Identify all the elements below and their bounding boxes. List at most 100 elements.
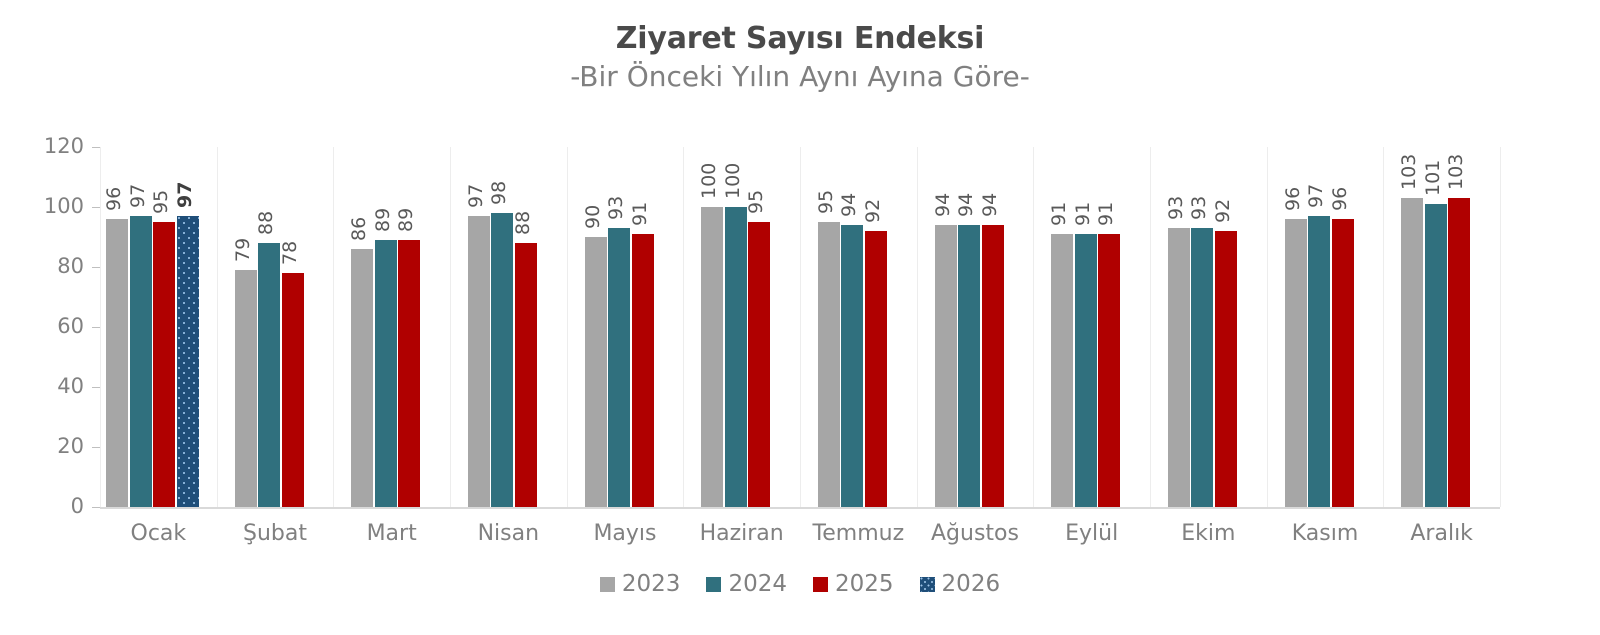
bar-mayıs-2024[interactable]: [608, 228, 630, 507]
bar-nisan-2024[interactable]: [491, 213, 514, 507]
bar-haziran-2023[interactable]: [701, 207, 724, 507]
bar-value-label: 88: [255, 210, 277, 235]
bar-value-label: 98: [488, 180, 511, 205]
bar-value-label: 94: [978, 192, 1001, 217]
bar-şubat-2024[interactable]: [258, 243, 280, 507]
y-tick-mark: [92, 447, 100, 448]
y-tick-mark: [92, 387, 100, 388]
bar-mart-2024[interactable]: [374, 240, 397, 507]
y-tick-mark: [92, 207, 100, 208]
category-separator: [333, 147, 335, 507]
bar-ocak-2023[interactable]: [106, 219, 129, 507]
bar-eylül-2023[interactable]: [1051, 234, 1074, 507]
bar-value-label: 94: [838, 192, 861, 217]
bar-ekim-2025[interactable]: [1214, 231, 1237, 507]
bar-ağustos-2023[interactable]: [934, 225, 957, 507]
bar-ocak-2026[interactable]: [176, 216, 199, 507]
category-separator: [1383, 147, 1385, 507]
y-tick-label: 100: [43, 194, 84, 218]
x-axis-label-mart: Mart: [366, 521, 417, 546]
x-axis-label-haziran: Haziran: [699, 521, 784, 546]
legend-label: 2024: [728, 571, 787, 597]
bar-haziran-2024[interactable]: [724, 207, 747, 507]
bar-mart-2025[interactable]: [398, 240, 421, 507]
bar-value-label: 97: [464, 183, 487, 208]
bar-temmuz-2024[interactable]: [841, 225, 864, 507]
bar-ekim-2024[interactable]: [1191, 228, 1214, 507]
bar-ekim-2023[interactable]: [1167, 228, 1190, 507]
bar-value-label: 93: [605, 195, 627, 220]
bar-nisan-2025[interactable]: [514, 243, 537, 507]
category-separator: [1266, 147, 1268, 507]
bar-kasım-2023[interactable]: [1284, 219, 1307, 507]
legend-item-2023[interactable]: 2023: [599, 571, 681, 597]
category-separator: [450, 147, 451, 507]
legend-item-2025[interactable]: 2025: [813, 573, 894, 596]
bar-şubat-2025[interactable]: [281, 273, 304, 507]
bar-value-label: 93: [1188, 195, 1211, 220]
bar-value-label: 79: [231, 237, 254, 262]
bar-temmuz-2025[interactable]: [864, 231, 887, 507]
chart-legend: 2023 2024 2025 2026: [0, 573, 1600, 596]
bar-eylül-2024[interactable]: [1074, 234, 1097, 507]
bar-value-label: 90: [581, 204, 604, 229]
bar-ağustos-2024[interactable]: [958, 225, 980, 507]
bar-haziran-2025[interactable]: [748, 222, 771, 507]
bar-value-label: 97: [1305, 183, 1327, 208]
category-separator: [100, 147, 101, 507]
legend-label: 2026: [941, 571, 1001, 597]
y-tick-label: 80: [57, 254, 84, 278]
bar-temmuz-2023[interactable]: [817, 222, 840, 507]
bar-kasım-2025[interactable]: [1331, 219, 1354, 507]
bar-ağustos-2025[interactable]: [981, 225, 1004, 507]
bar-ocak-2024[interactable]: [129, 216, 152, 507]
bar-aralık-2025[interactable]: [1448, 198, 1471, 507]
legend-item-2026[interactable]: 2026: [919, 571, 1001, 597]
bar-nisan-2023[interactable]: [467, 216, 490, 507]
bar-kasım-2024[interactable]: [1308, 216, 1330, 507]
y-tick-label: 20: [57, 434, 84, 458]
x-axis-label-aralık: Aralık: [1410, 521, 1473, 546]
y-tick-label: 120: [43, 134, 84, 158]
legend-item-2024[interactable]: 2024: [706, 573, 787, 596]
bar-value-label: 89: [371, 207, 394, 232]
category-separator: [1033, 147, 1035, 507]
chart-subtitle: -Bir Önceki Yılın Aynı Ayına Göre-: [570, 60, 1030, 93]
category-separator: [566, 147, 568, 507]
bar-value-label: 97: [126, 183, 149, 208]
plot-area: 96 97 95 97 79 88 78 86 89 89 97 98 88 90 93 91 100 100 95…: [100, 147, 1500, 507]
legend-swatch-icon: [706, 577, 722, 592]
bar-value-label: 103: [1398, 153, 1421, 190]
bar-eylül-2025[interactable]: [1098, 234, 1121, 507]
bar-value-label: 91: [628, 201, 651, 226]
bar-mayıs-2023[interactable]: [584, 237, 607, 507]
bar-ocak-2025[interactable]: [153, 222, 176, 507]
y-tick-mark: [92, 507, 100, 508]
bar-value-label: 94: [955, 192, 977, 217]
x-axis-label-ağustos: Ağustos: [931, 521, 1019, 546]
bar-value-label: 91: [1071, 201, 1094, 226]
bar-aralık-2023[interactable]: [1401, 198, 1424, 507]
bar-value-label: 95: [814, 189, 837, 214]
bar-value-label: 95: [745, 189, 768, 214]
page-title: Ziyaret Sayısı Endeksi: [615, 21, 985, 56]
y-tick-mark: [92, 327, 100, 328]
bar-value-label: 92: [1211, 198, 1234, 223]
bar-value-label: 94: [931, 192, 954, 217]
legend-swatch-icon: [813, 577, 828, 592]
legend-label: 2025: [835, 571, 894, 597]
bar-mayıs-2025[interactable]: [631, 234, 654, 507]
bar-value-label: 101: [1421, 159, 1444, 196]
bar-mart-2023[interactable]: [351, 249, 374, 507]
bar-value-label: 91: [1095, 201, 1118, 226]
bar-aralık-2024[interactable]: [1424, 204, 1447, 507]
category-separator: [916, 147, 918, 507]
bar-value-label: 100: [721, 162, 744, 199]
x-axis-label-şubat: Şubat: [242, 521, 307, 546]
legend-swatch-icon: [599, 577, 615, 592]
bar-value-label: 103: [1445, 153, 1468, 190]
legend-swatch-icon: [919, 577, 935, 592]
bar-şubat-2023[interactable]: [234, 270, 257, 507]
legend-label: 2023: [621, 571, 681, 597]
